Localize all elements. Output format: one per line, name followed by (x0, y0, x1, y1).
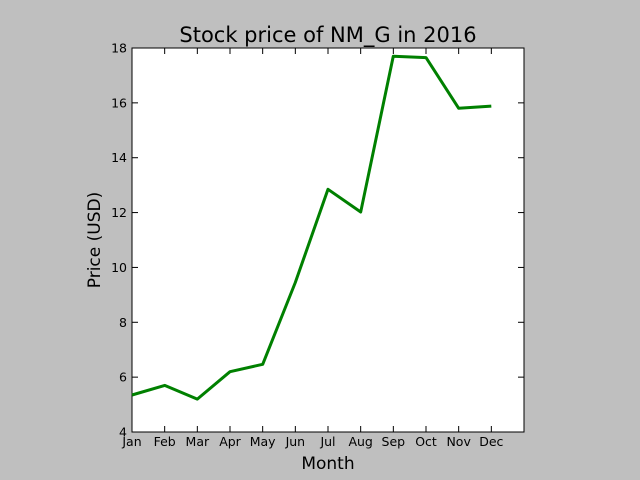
x-tick-label: Jul (319, 434, 335, 449)
x-tick-label: Apr (219, 434, 241, 449)
y-tick-label: 8 (119, 315, 127, 330)
x-tick-label: Jan (121, 434, 141, 449)
axis-ticks: 4 6 8 10 12 14 16 18 Jan Feb Mar Apr May Jun Jul Aug Sep… (111, 41, 524, 449)
x-tick-label: Nov (446, 434, 471, 449)
series-layer (131, 54, 492, 401)
plot-area (131, 47, 525, 433)
x-tick-label: Feb (154, 434, 176, 449)
y-tick-label: 6 (119, 370, 127, 385)
y-axis-label: Price (USD) (85, 192, 105, 288)
x-axis-label: Month (301, 454, 354, 474)
x-tick-label: Aug (348, 434, 372, 449)
y-tick-label: 10 (111, 260, 127, 275)
y-tick-label: 16 (111, 95, 127, 110)
y-tick-label: 18 (111, 41, 127, 56)
chart-title: Stock price of NM_G in 2016 (179, 23, 476, 48)
x-tick-label: Mar (186, 434, 210, 449)
y-tick-label: 12 (111, 205, 127, 220)
series-line (131, 54, 492, 401)
x-tick-label: May (250, 434, 276, 449)
x-tick-label: Jun (285, 434, 306, 449)
y-tick-label: 14 (111, 150, 127, 165)
x-tick-label: Oct (415, 434, 437, 449)
x-tick-label: Dec (479, 434, 503, 449)
y-tick-label: 4 (119, 425, 127, 440)
x-tick-label: Sep (382, 434, 406, 449)
